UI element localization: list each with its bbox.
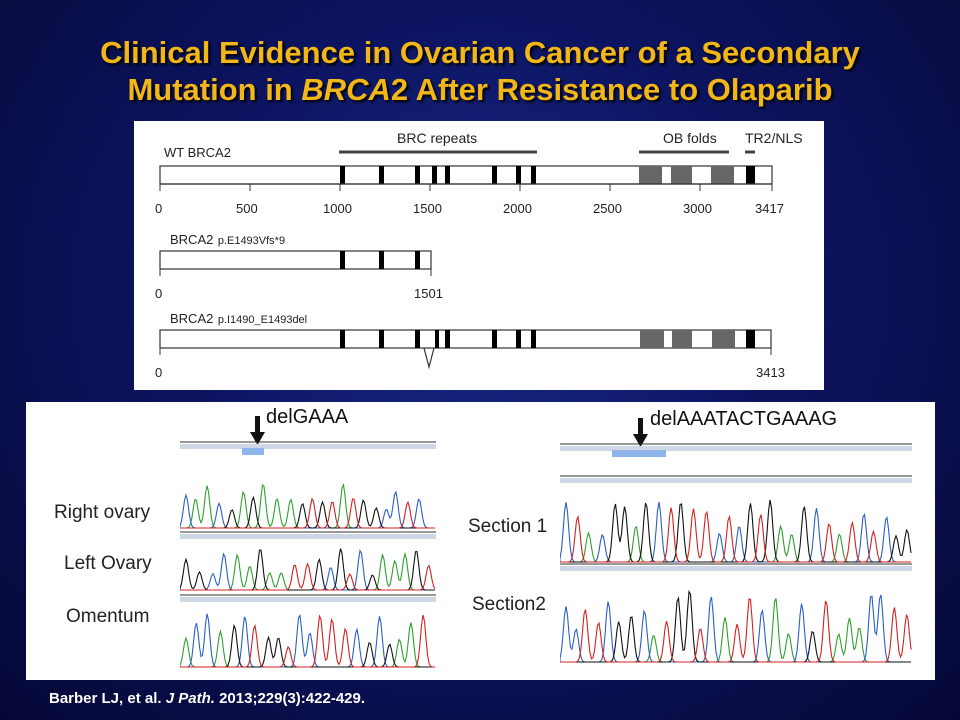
citation: Barber LJ, et al. J Path. 2013;229(3):42…: [49, 690, 365, 707]
wt-track-label: WT BRCA2: [164, 145, 231, 160]
left-row-1-trace-C: [180, 490, 435, 529]
brca2-domain-diagram: BRC repeats OB folds TR2/NLS WT BRCA2 0 …: [134, 121, 824, 390]
citation-journal: J Path.: [165, 690, 215, 707]
left-row-2-header-bar: [180, 534, 436, 539]
brc-repeat-6: [492, 166, 497, 184]
right-row-1-trace-T: [560, 507, 911, 563]
right-deletion-arrow-icon: [633, 418, 648, 447]
deletion-protein-bar: [159, 329, 772, 349]
left-row-3-trace-T: [180, 614, 435, 668]
left-chromatogram: [180, 441, 436, 668]
deletion-variant: p.I1490_E1493del: [217, 314, 308, 326]
truncated-brc-1: [340, 251, 345, 269]
right-row-1-header-bar: [560, 478, 912, 483]
wt-tick-label-3000: 3000: [683, 201, 712, 216]
brc-repeat-2: [379, 166, 384, 184]
brc-repeats-label: BRC repeats: [397, 130, 478, 146]
title-line-2-pre: Mutation in: [127, 72, 302, 107]
truncated-protein-bar: [159, 250, 432, 270]
left-deletion-arrow-icon: [250, 416, 265, 445]
truncation-protein-name: BRCA2: [170, 232, 214, 247]
brc-repeat-1: [340, 166, 345, 184]
del-brc-8: [531, 330, 536, 348]
wt-tick-label-0: 0: [155, 201, 163, 216]
deletion-track-label: BRCA2 p.I1490_E1493del: [170, 310, 307, 328]
ob-fold-1: [639, 166, 662, 184]
slide-title: Clinical Evidence in Ovarian Cancer of a…: [0, 34, 960, 108]
ob-fold-2: [671, 166, 692, 184]
chromatogram-panel: delGAAA Right ovary Left Ovary Omentum d…: [26, 402, 935, 680]
brc-repeat-7: [516, 166, 521, 184]
left-row-3-header-bar: [180, 597, 436, 602]
left-sample-2: Left Ovary: [64, 553, 152, 574]
del-ob-fold-1: [640, 330, 664, 348]
truncated-brc-3: [415, 251, 420, 269]
wt-tick-label-1000: 1000: [323, 201, 352, 216]
del-tick-label-0: 0: [155, 365, 163, 380]
left-deletion-label: delGAAA: [266, 406, 349, 428]
title-line-2-post: 2 After Resistance to Olaparib: [390, 72, 833, 107]
right-row-2-trace-T: [560, 598, 912, 663]
left-sample-3: Omentum: [66, 606, 150, 627]
truncation-variant: p.E1493Vfs*9: [217, 235, 286, 247]
del-brc-6: [492, 330, 497, 348]
title-gene: BRCA: [301, 72, 391, 107]
del-brc-4: [435, 330, 439, 348]
right-deleted-bases-highlight: [612, 450, 666, 457]
wt-tick-label-2000: 2000: [503, 201, 532, 216]
left-sample-1: Right ovary: [54, 502, 151, 523]
right-row-2-header-bar: [560, 566, 912, 571]
right-chromatogram: [560, 443, 912, 663]
citation-ref: 2013;229(3):422-429.: [214, 690, 366, 707]
title-line-2: Mutation in BRCA2 After Resistance to Ol…: [0, 71, 960, 108]
ob-fold-3: [711, 166, 734, 184]
brc-repeat-8: [531, 166, 536, 184]
brc-repeat-5: [445, 166, 450, 184]
right-row-1-trace-G: [560, 499, 912, 563]
del-brc-1: [340, 330, 345, 348]
title-line-1: Clinical Evidence in Ovarian Cancer of a…: [100, 35, 860, 70]
tr2-nls-label: TR2/NLS: [745, 130, 803, 146]
citation-authors: Barber LJ, et al.: [49, 690, 166, 707]
right-chrom-top-header-bar: [560, 446, 912, 451]
brc-repeat-4: [432, 166, 437, 184]
tr2-nls-domain: [746, 166, 755, 184]
del-brc-7: [516, 330, 521, 348]
del-tr2-nls: [746, 330, 755, 348]
deletion-protein-name: BRCA2: [170, 311, 214, 326]
right-sample-2: Section2: [472, 594, 546, 615]
left-row-1-trace-T: [180, 497, 435, 529]
del-ob-fold-2: [672, 330, 692, 348]
wt-tick-label-2500: 2500: [593, 201, 622, 216]
del-ob-fold-3: [712, 330, 735, 348]
del-brc-5: [445, 330, 450, 348]
deletion-marker: [423, 347, 435, 370]
left-chrom-top-header-bar: [180, 444, 436, 449]
del-brc-3: [415, 330, 420, 348]
trunc-tick-label-1501: 1501: [414, 286, 443, 301]
right-sample-1: Section 1: [468, 516, 548, 537]
wt-tick-label-500: 500: [236, 201, 258, 216]
trunc-tick-label-0: 0: [155, 286, 163, 301]
truncation-track-label: BRCA2 p.E1493Vfs*9: [170, 231, 285, 249]
wt-tick-label-1500: 1500: [413, 201, 442, 216]
domain-diagram-svg: [159, 150, 773, 370]
ob-folds-label: OB folds: [663, 130, 717, 146]
wt-tick-label-3417: 3417: [755, 201, 784, 216]
left-row-2-trace-T: [180, 562, 436, 591]
truncated-brc-2: [379, 251, 384, 269]
brc-repeat-3: [415, 166, 420, 184]
left-deleted-bases-highlight: [242, 448, 264, 455]
right-deletion-label: delAAATACTGAAAG: [650, 408, 838, 430]
del-brc-2: [379, 330, 384, 348]
del-tick-label-3413: 3413: [756, 365, 785, 380]
